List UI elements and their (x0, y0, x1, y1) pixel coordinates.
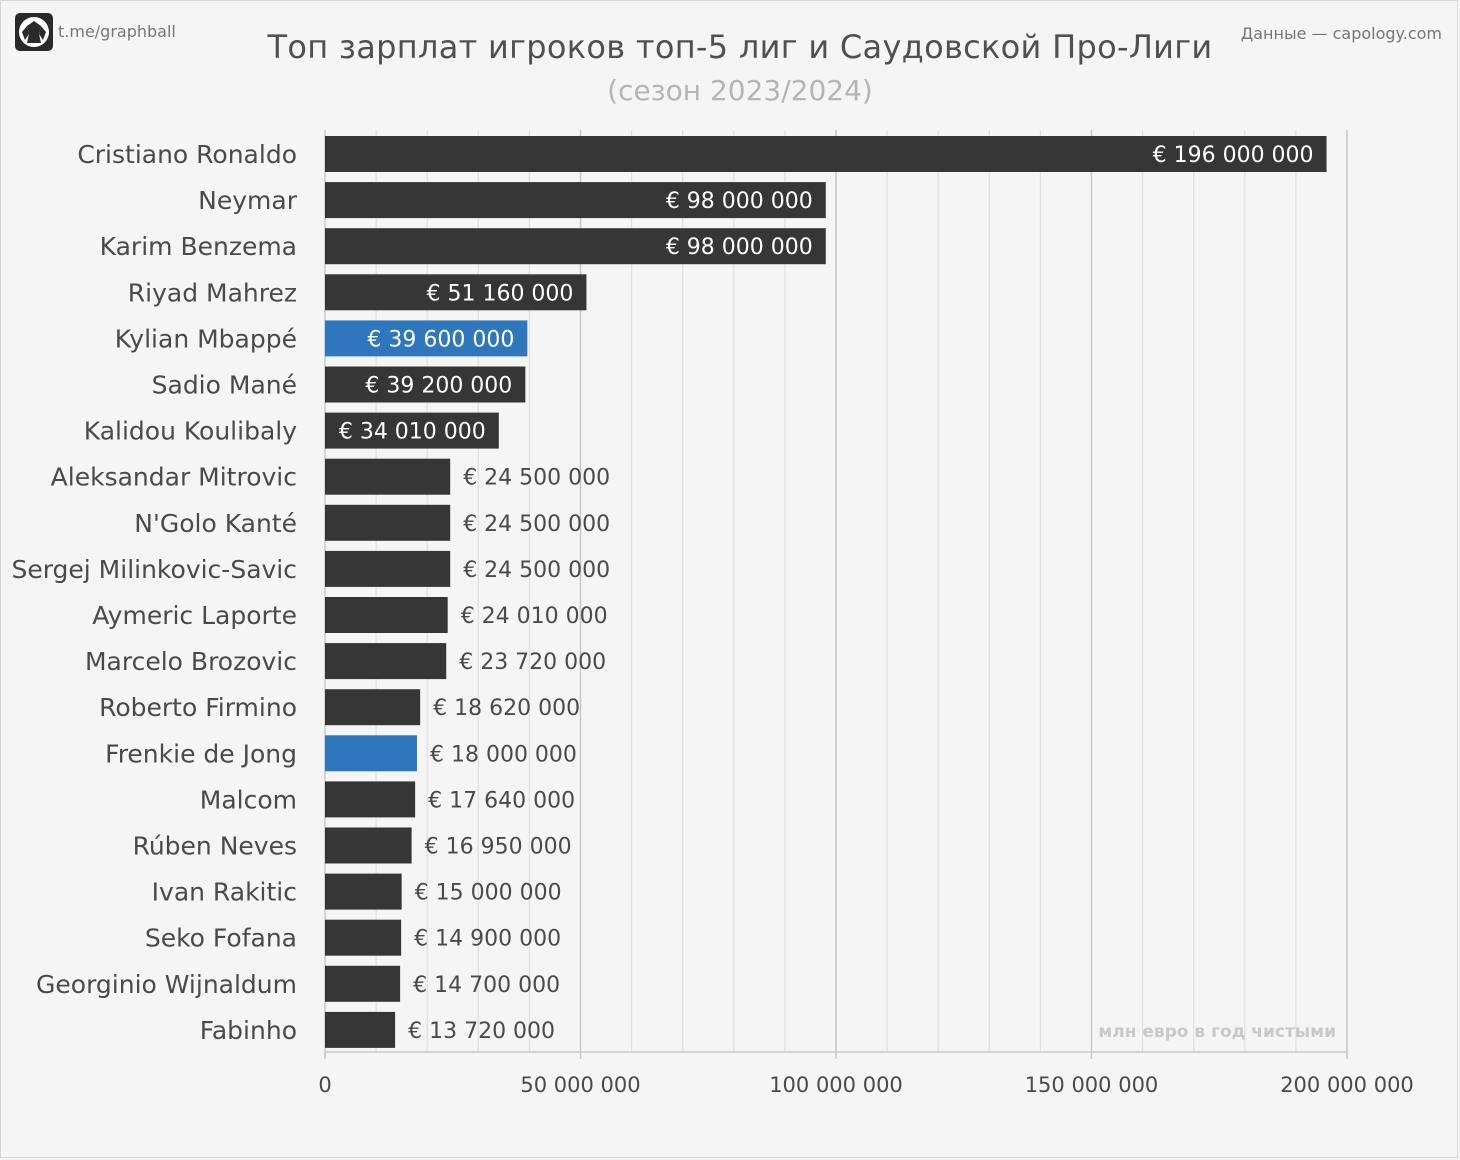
value-label: € 24 500 000 (463, 466, 610, 491)
value-label: € 18 000 000 (430, 742, 577, 767)
bar (325, 873, 402, 910)
category-label: Aleksandar Mitrovic (51, 463, 297, 492)
value-label: € 98 000 000 (666, 189, 813, 214)
category-label: Georginio Wijnaldum (36, 970, 297, 999)
bar (325, 136, 1327, 172)
category-label: Frenkie de Jong (105, 739, 297, 768)
bar (325, 1011, 396, 1048)
category-label: Aymeric Laporte (92, 601, 297, 630)
category-label: Marcelo Brozovic (85, 647, 297, 676)
value-label: € 17 640 000 (428, 788, 575, 813)
category-label: Kylian Mbappé (115, 324, 297, 353)
bar (325, 689, 421, 726)
value-label: € 18 620 000 (433, 696, 580, 721)
value-label: € 23 720 000 (459, 650, 606, 675)
bar (325, 735, 417, 772)
bar (325, 366, 526, 403)
x-tick-label: 100 000 000 (769, 1073, 903, 1097)
bar (325, 320, 528, 357)
bar (325, 458, 451, 495)
x-tick-label: 200 000 000 (1280, 1073, 1414, 1097)
unit-note: млн евро в год чистыми (1098, 1022, 1336, 1042)
bar (325, 597, 448, 633)
category-label: Cristiano Ronaldo (77, 140, 297, 169)
bar (325, 228, 826, 265)
bar (325, 965, 401, 1002)
x-tick-label: 150 000 000 (1025, 1073, 1159, 1097)
bar (325, 504, 451, 541)
chart-subtitle: (сезон 2023/2024) (607, 74, 873, 107)
category-label: Fabinho (200, 1016, 297, 1045)
graphball-logo-icon (15, 13, 53, 51)
category-label: Riyad Mahrez (128, 278, 297, 307)
bar (325, 643, 447, 680)
value-label: € 39 600 000 (367, 327, 514, 352)
category-label: Rúben Neves (133, 832, 297, 861)
value-label: € 13 720 000 (408, 1019, 555, 1044)
value-label: € 51 160 000 (426, 281, 573, 306)
value-label: € 39 200 000 (365, 374, 512, 399)
category-label: Neymar (198, 186, 298, 215)
value-label: € 16 950 000 (425, 835, 572, 860)
bar (325, 550, 451, 587)
chart-title: Топ зарплат игроков топ-5 лиг и Саудовск… (267, 28, 1213, 66)
value-label: € 24 500 000 (463, 512, 610, 537)
bar (325, 781, 416, 818)
category-label: Malcom (200, 785, 297, 814)
telegram-handle: t.me/graphball (58, 22, 176, 41)
category-label: Karim Benzema (100, 232, 297, 261)
category-label: Sergej Milinkovic-Savic (11, 555, 297, 584)
category-label: Roberto Firmino (99, 693, 297, 722)
x-tick-label: 50 000 000 (520, 1073, 640, 1097)
bar (325, 412, 499, 449)
bar (325, 919, 402, 956)
value-label: € 98 000 000 (666, 235, 813, 260)
x-tick-label: 0 (318, 1073, 331, 1097)
bar (325, 827, 412, 864)
bar (325, 182, 826, 219)
value-label: € 196 000 000 (1153, 143, 1314, 168)
category-label: Seko Fofana (145, 924, 297, 953)
bar (325, 274, 587, 311)
category-label: Kalidou Koulibaly (84, 417, 297, 446)
category-label: N'Golo Kanté (134, 509, 297, 538)
data-source-credit: Данные — capology.com (1240, 24, 1442, 43)
category-label: Sadio Mané (152, 371, 297, 400)
value-label: € 14 900 000 (414, 927, 561, 952)
category-label: Ivan Rakitic (152, 878, 297, 907)
value-label: € 15 000 000 (415, 881, 562, 906)
value-label: € 34 010 000 (339, 420, 486, 445)
value-label: € 24 500 000 (463, 558, 610, 583)
value-label: € 14 700 000 (413, 973, 560, 998)
value-label: € 24 010 000 (461, 604, 608, 629)
